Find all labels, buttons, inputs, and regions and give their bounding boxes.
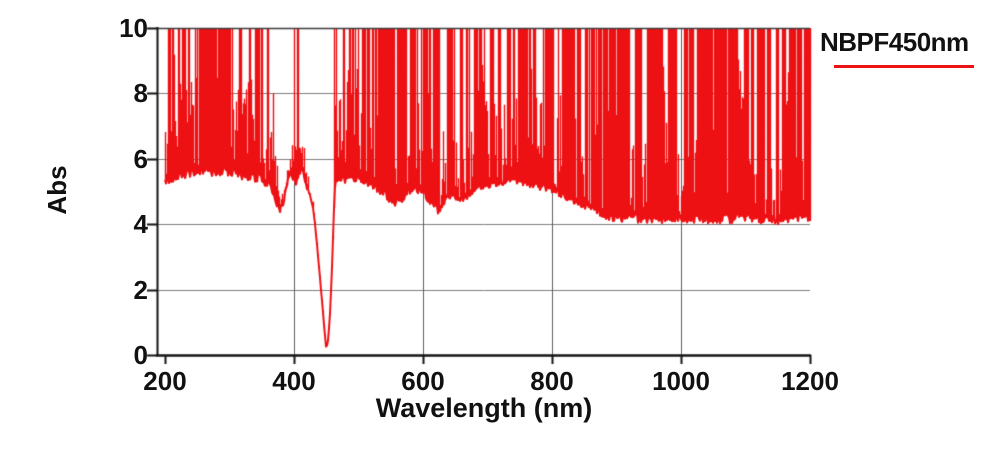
y-tick-label: 6 — [133, 144, 148, 174]
y-tick-label: 4 — [133, 209, 148, 239]
y-tick-label: 10 — [119, 13, 148, 43]
y-tick-label: 0 — [133, 340, 148, 370]
x-tick-label: 800 — [530, 366, 574, 396]
x-axis-title: Wavelength (nm) — [375, 393, 593, 423]
x-tick-label: 1200 — [781, 366, 839, 396]
y-axis-title: Abs — [42, 165, 72, 215]
legend-label: NBPF450nm — [820, 27, 969, 57]
y-tick-label: 8 — [133, 78, 148, 108]
x-tick-label: 600 — [401, 366, 445, 396]
x-tick-label: 200 — [143, 366, 187, 396]
y-tick-label: 2 — [133, 275, 148, 305]
x-tick-label: 400 — [272, 366, 316, 396]
legend-line-swatch — [834, 65, 974, 68]
x-tick-label: 1000 — [652, 366, 710, 396]
